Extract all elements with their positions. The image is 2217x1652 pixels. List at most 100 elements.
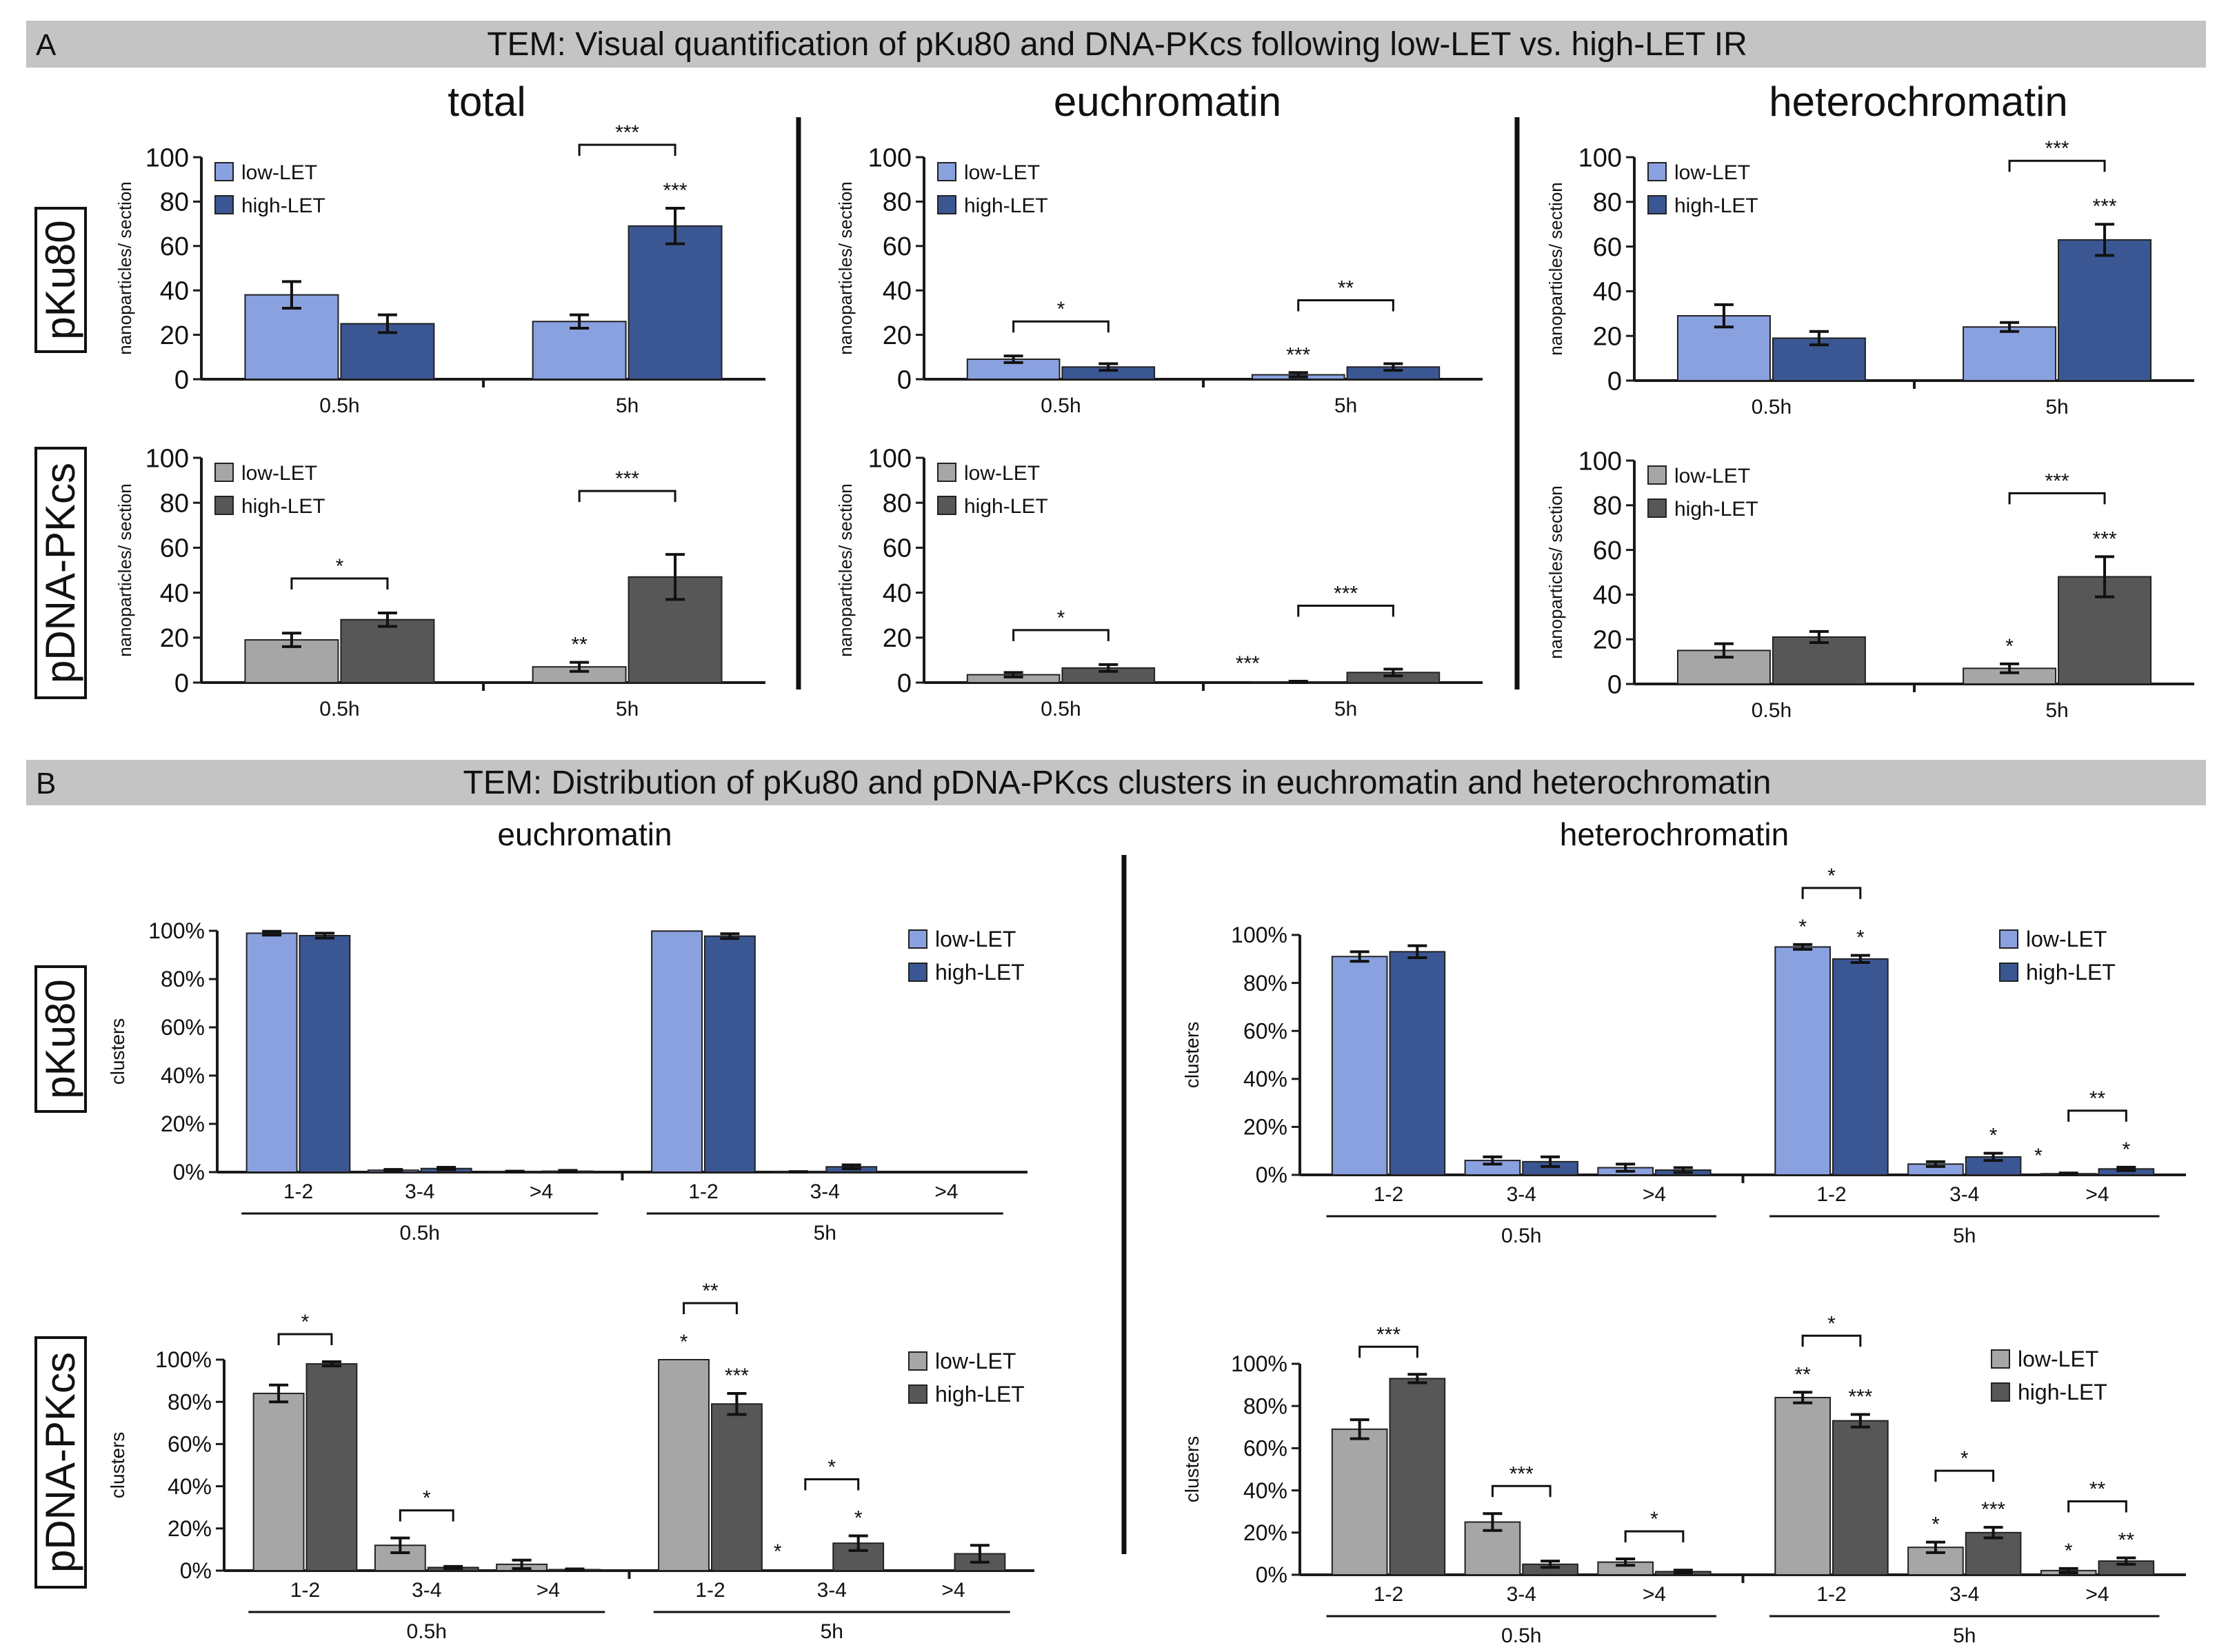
x-category-label: 5h <box>1334 698 1357 721</box>
y-tick-label: 60% <box>161 1015 205 1040</box>
x-group-label: 0.5h <box>400 1222 440 1245</box>
significance-bracket <box>578 143 676 157</box>
significance-bracket <box>1297 299 1394 312</box>
y-tick-label: 100% <box>148 918 205 943</box>
legend-label: high-LET <box>964 194 1048 217</box>
x-category-label: 1-2 <box>283 1180 313 1203</box>
bracket-label: * <box>827 1456 836 1479</box>
y-tick-label: 60 <box>1593 233 1622 262</box>
y-axis-label: nanoparticles/ section <box>114 181 135 354</box>
panel-a-col-title-euchromatin: euchromatin <box>1054 79 1281 125</box>
bar-high-LET-3 <box>711 1403 763 1572</box>
significance-star: *** <box>1981 1498 2005 1521</box>
y-tick-label: 20% <box>168 1516 212 1541</box>
significance-star: *** <box>1236 652 1260 675</box>
y-tick-label: 40% <box>168 1474 212 1499</box>
x-category-label: 3-4 <box>1507 1583 1536 1606</box>
x-category-label: >4 <box>941 1579 965 1602</box>
y-axis-label: nanoparticles/ section <box>114 483 135 656</box>
significance-bracket <box>1934 1469 1995 1482</box>
y-tick-label: 40 <box>883 579 912 608</box>
legend-label: high-LET <box>1674 498 1758 521</box>
x-category-label: >4 <box>934 1180 958 1203</box>
panel-a-row-label-box-pdnapkcs <box>34 447 87 699</box>
bracket-label: * <box>423 1487 431 1510</box>
legend-label: low-LET <box>2026 927 2107 951</box>
bracket-label: * <box>1057 607 1065 629</box>
y-tick-label: 100% <box>1231 1351 1287 1376</box>
significance-star: * <box>2005 635 2014 658</box>
y-axis-label: clusters <box>1181 1022 1203 1088</box>
significance-star: * <box>1856 927 1865 949</box>
y-tick-label: 80 <box>1593 492 1622 521</box>
x-category-label: 0.5h <box>319 394 359 417</box>
bar-high-LET-0 <box>1772 636 1866 685</box>
y-axis-label: clusters <box>107 1432 128 1498</box>
x-category-label: 1-2 <box>1374 1183 1403 1206</box>
bracket-label: ** <box>1338 276 1354 299</box>
legend-swatch <box>1647 465 1667 485</box>
bracket-label: *** <box>615 467 639 490</box>
x-category-label: 1-2 <box>1374 1583 1403 1606</box>
legend-swatch <box>214 496 234 515</box>
panel-a-row-label-pdnapkcs: pDNA-PKcs <box>37 463 83 683</box>
significance-bracket <box>683 1302 738 1314</box>
y-tick-label: 20 <box>883 321 912 350</box>
legend-label: low-LET <box>241 462 317 485</box>
x-group-label: 0.5h <box>1501 1225 1541 1247</box>
y-tick-label: 0 <box>174 365 189 394</box>
bar-high-LET-0 <box>1389 1378 1446 1576</box>
y-tick-label: 100 <box>1578 143 1622 172</box>
significance-star: * <box>2065 1540 2073 1562</box>
y-tick-label: 20 <box>160 624 189 653</box>
bracket-label: ** <box>702 1280 719 1302</box>
significance-star: *** <box>663 179 688 202</box>
bracket-label: * <box>1827 1312 1836 1335</box>
x-group-label: 5h <box>1953 1225 1976 1247</box>
bracket-label: ** <box>2089 1087 2106 1110</box>
bracket-label: * <box>1057 298 1065 321</box>
significance-star: ** <box>571 634 588 656</box>
bar-high-LET-3 <box>1832 958 1889 1176</box>
bar-high-LET-1 <box>2058 239 2152 381</box>
x-group-label: 5h <box>821 1620 843 1643</box>
legend-swatch <box>908 929 927 949</box>
y-tick-label: 80% <box>161 967 205 991</box>
x-category-label: 3-4 <box>1507 1183 1536 1206</box>
panel-b-row-label-box-pku80 <box>34 965 87 1113</box>
x-category-label: 3-4 <box>810 1180 840 1203</box>
legend-label: low-LET <box>964 161 1040 184</box>
y-tick-label: 60 <box>160 534 189 563</box>
bracket-label: *** <box>2045 470 2069 492</box>
y-tick-label: 80 <box>160 490 189 518</box>
y-tick-label: 60 <box>160 232 189 261</box>
y-tick-label: 20% <box>1243 1115 1287 1140</box>
y-tick-label: 60% <box>1243 1436 1287 1461</box>
x-group-label: 5h <box>814 1222 836 1245</box>
bar-low-LET-0 <box>252 1392 305 1571</box>
x-group-label: 0.5h <box>407 1620 447 1643</box>
bracket-label: * <box>301 1311 310 1333</box>
y-tick-label: 40% <box>1243 1067 1287 1091</box>
y-tick-label: 0% <box>173 1160 205 1185</box>
x-category-label: 5h <box>2045 396 2068 419</box>
significance-bracket <box>1491 1484 1552 1498</box>
bar-high-LET-0 <box>305 1363 358 1571</box>
x-category-label: 5h <box>616 394 639 417</box>
x-category-label: 3-4 <box>405 1180 434 1203</box>
legend-label: high-LET <box>2018 1380 2107 1404</box>
x-category-label: 5h <box>2045 699 2068 722</box>
y-tick-label: 40 <box>160 579 189 608</box>
x-category-label: 3-4 <box>1949 1183 1979 1206</box>
bar-high-LET-3 <box>1832 1420 1889 1576</box>
significance-bracket <box>2067 1109 2127 1122</box>
x-category-label: 0.5h <box>1041 394 1081 417</box>
y-tick-label: 80% <box>1243 1393 1287 1418</box>
y-tick-label: 60% <box>168 1432 212 1457</box>
y-tick-label: 60 <box>883 534 912 563</box>
x-category-label: >4 <box>2085 1583 2109 1606</box>
significance-star: *** <box>2093 527 2117 550</box>
y-tick-label: 100% <box>155 1347 212 1372</box>
significance-bracket <box>2008 159 2106 172</box>
